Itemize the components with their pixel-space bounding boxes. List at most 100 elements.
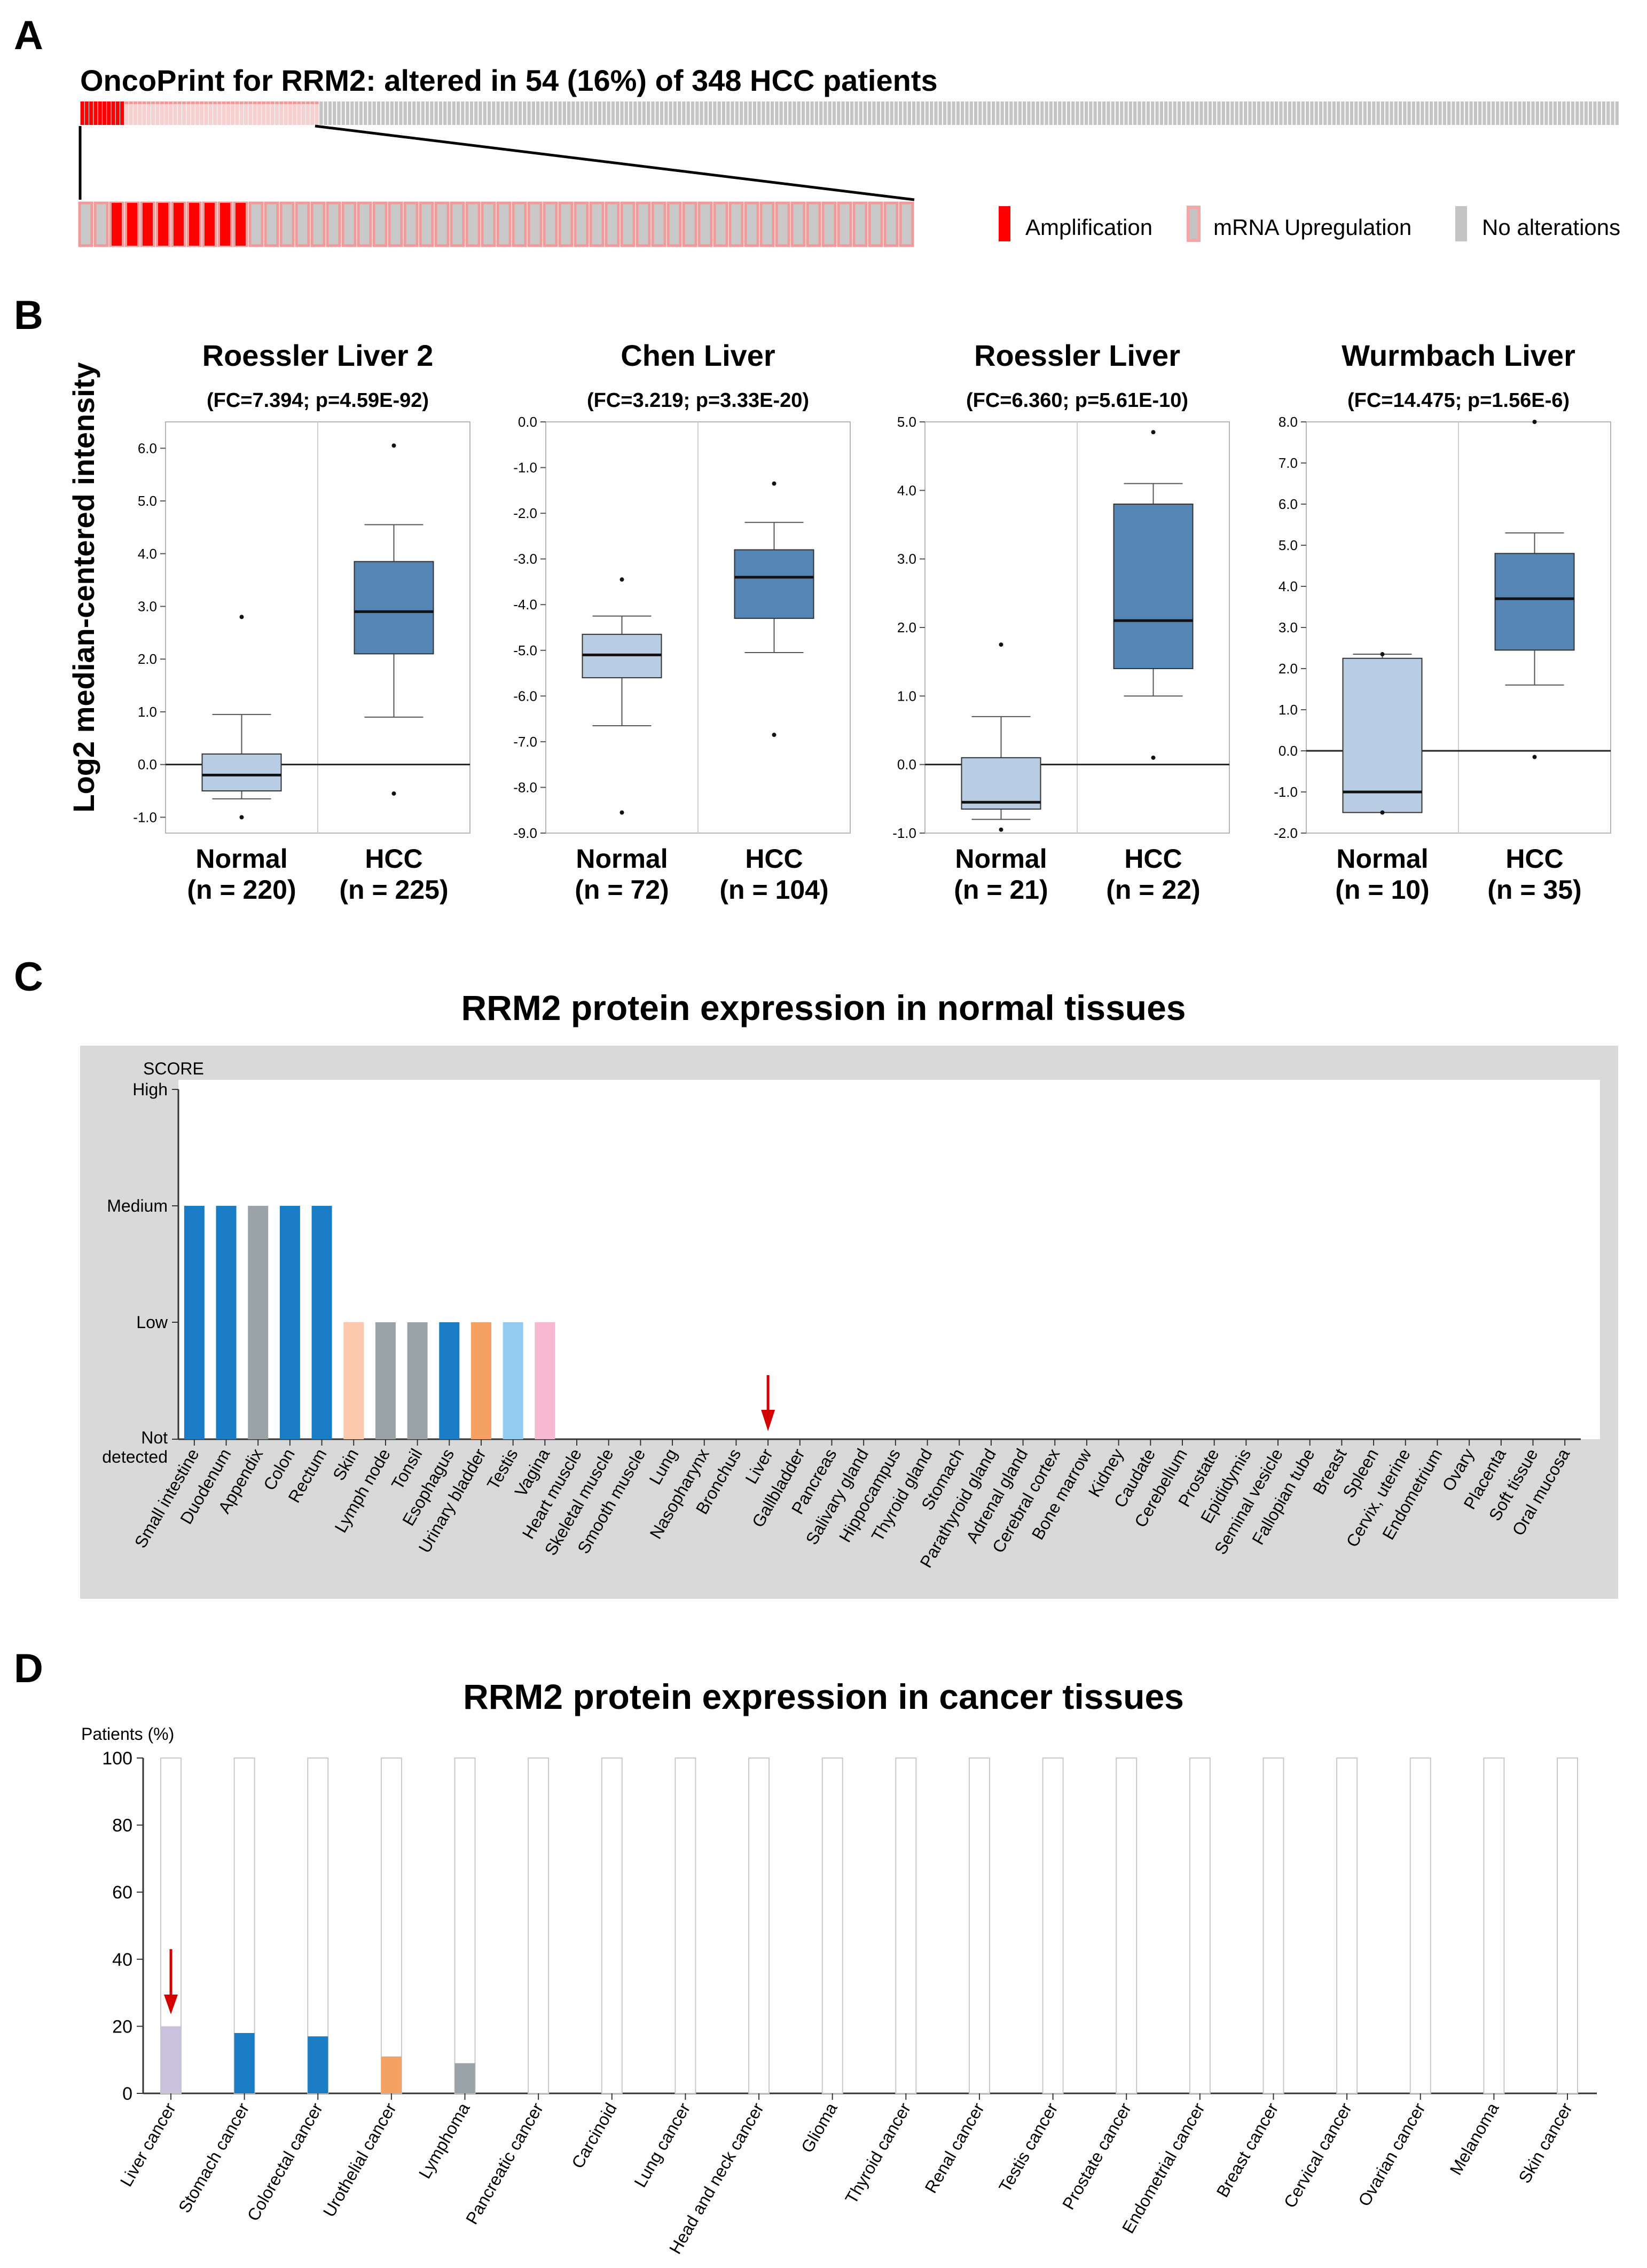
oncoprint-sample-unaltered bbox=[854, 101, 858, 125]
oncoprint-sample-unaltered bbox=[832, 101, 836, 125]
oncoprint-sample-unaltered bbox=[1456, 101, 1460, 125]
oncoprint-sample-upregulated bbox=[235, 101, 239, 125]
oncoprint-sample-unaltered bbox=[1452, 101, 1455, 125]
oncoprint-zoom-sample bbox=[852, 201, 868, 247]
bar-stomach-cancer bbox=[234, 2032, 255, 2093]
category-label: Breast cancer bbox=[1213, 2099, 1282, 2200]
score-level-label: detected bbox=[102, 1447, 168, 1466]
oncoprint-sample-unaltered bbox=[1292, 101, 1296, 125]
boxplot-4: Wurmbach Liver (FC=14.475; p=1.56E-6) -2.0… bbox=[1274, 339, 1611, 905]
oncoprint-sample-amplified bbox=[111, 101, 115, 125]
boxplot-subtitle: (FC=3.219; p=3.33E-20) bbox=[587, 389, 809, 412]
oncoprint-zoom-track bbox=[78, 201, 914, 247]
oncoprint-sample-unaltered bbox=[1535, 101, 1539, 125]
oncoprint-sample-unaltered bbox=[642, 101, 646, 125]
oncoprint-sample-upregulated bbox=[155, 101, 160, 125]
oncoprint-sample-upregulated bbox=[315, 101, 319, 125]
outlier-point bbox=[619, 577, 624, 582]
oncoprint-sample-unaltered bbox=[554, 101, 558, 125]
oncoprint-sample-unaltered bbox=[1009, 101, 1013, 125]
oncoprint-sample-unaltered bbox=[1566, 101, 1570, 125]
panel-d-letter: D bbox=[14, 1646, 43, 1691]
oncoprint-sample-unaltered bbox=[824, 101, 827, 125]
y-tick-label: 0.0 bbox=[138, 757, 157, 773]
oncoprint-sample-upregulated-edge bbox=[253, 101, 257, 104]
oncoprint-sample-unaltered bbox=[421, 101, 425, 125]
oncoprint-sample-unaltered bbox=[324, 101, 327, 125]
oncoprint-sample-unaltered bbox=[328, 101, 332, 125]
boxplot-subtitle: (FC=7.394; p=4.59E-92) bbox=[207, 389, 429, 412]
oncoprint-sample-unaltered bbox=[386, 101, 389, 125]
oncoprint-sample-upregulated bbox=[310, 101, 315, 125]
oncoprint-sample-unaltered bbox=[1385, 101, 1389, 125]
oncoprint-sample-unaltered bbox=[1142, 101, 1146, 125]
oncoprint-sample-unaltered bbox=[443, 101, 447, 125]
oncoprint-sample-unaltered bbox=[1460, 101, 1464, 125]
oncoprint-sample-upregulated-edge bbox=[248, 101, 253, 104]
oncoprint-sample-unaltered bbox=[1469, 101, 1473, 125]
oncoprint-sample-upregulated-edge bbox=[133, 101, 138, 104]
oncoprint-sample-upregulated bbox=[231, 101, 235, 125]
outlier-point bbox=[999, 642, 1003, 647]
category-label: Stomach cancer bbox=[175, 2099, 253, 2216]
oncoprint-zoom-sample bbox=[496, 201, 512, 247]
oncoprint-sample-upregulated bbox=[151, 101, 155, 125]
oncoprint-sample-unaltered bbox=[1350, 101, 1354, 125]
oncoprint-sample-unaltered bbox=[876, 101, 880, 125]
category-label: Testis cancer bbox=[995, 2099, 1062, 2195]
oncoprint-sample-unaltered bbox=[1473, 101, 1477, 125]
oncoprint-sample-unaltered bbox=[1580, 101, 1583, 125]
oncoprint-sample-unaltered bbox=[721, 101, 726, 125]
y-tick-label: -5.0 bbox=[513, 642, 537, 658]
oncoprint-sample-unaltered bbox=[346, 101, 350, 125]
y-tick-label: 7.0 bbox=[1279, 455, 1298, 471]
oncoprint-sample-unaltered bbox=[731, 101, 734, 125]
y-tick-label: 0.0 bbox=[897, 757, 916, 773]
oncoprint-sample-unaltered bbox=[1611, 101, 1614, 125]
oncoprint-sample-upregulated-edge bbox=[169, 101, 173, 104]
oncoprint-sample-unaltered bbox=[638, 101, 641, 125]
oncoprint-sample-unaltered bbox=[925, 101, 929, 125]
oncoprint-sample-unaltered bbox=[903, 101, 907, 125]
oncoprint-sample-unaltered bbox=[589, 101, 593, 125]
oncoprint-sample-upregulated-edge bbox=[195, 101, 200, 104]
oncoprint-sample-unaltered bbox=[1381, 101, 1385, 125]
oncoprint-sample-unaltered bbox=[394, 101, 398, 125]
oncoprint-sample-unaltered bbox=[633, 101, 637, 125]
boxplot-2: Chen Liver (FC=3.219; p=3.33E-20) -9.0 -8.0… bbox=[513, 339, 851, 905]
oncoprint-sample-unaltered bbox=[1306, 101, 1309, 125]
oncoprint-sample-unaltered bbox=[894, 101, 898, 125]
oncoprint-sample-upregulated-edge bbox=[204, 101, 208, 104]
category-label: Thyroid cancer bbox=[841, 2099, 914, 2207]
oncoprint-sample-upregulated-edge bbox=[235, 101, 239, 104]
oncoprint-sample-unaltered bbox=[845, 101, 849, 125]
oncoprint-zoom-sample bbox=[666, 201, 682, 247]
oncoprint-sample-upregulated-edge bbox=[142, 101, 146, 104]
score-level-label: Low bbox=[136, 1313, 168, 1332]
oncoprint-sample-unaltered bbox=[969, 101, 973, 125]
oncoprint-sample-unaltered bbox=[1421, 101, 1424, 125]
oncoprint-sample-unaltered bbox=[814, 101, 819, 125]
oncoprint-sample-unaltered bbox=[381, 101, 385, 125]
y-tick-label: 5.0 bbox=[897, 414, 916, 430]
oncoprint-sample-unaltered bbox=[1115, 101, 1119, 125]
oncoprint-sample-upregulated bbox=[226, 101, 231, 125]
oncoprint-sample-unaltered bbox=[496, 101, 500, 125]
oncoprint-sample-unaltered bbox=[1301, 101, 1305, 125]
panel-c-letter: C bbox=[14, 954, 43, 1000]
cancer-tissue-chart: Patients (%) 0 20 40 60 80 100 Liver cancerStom… bbox=[81, 1724, 1597, 2257]
oncoprint-sample-upregulated-edge bbox=[231, 101, 235, 104]
oncoprint-sample-unaltered bbox=[952, 101, 955, 125]
oncoprint-sample-unaltered bbox=[1562, 101, 1566, 125]
oncoprint-sample-upregulated bbox=[200, 101, 204, 125]
bar-tonsil bbox=[407, 1322, 428, 1439]
oncoprint-sample-unaltered bbox=[1332, 101, 1336, 125]
oncoprint-sample-unaltered bbox=[1257, 101, 1261, 125]
oncoprint-sample-unaltered bbox=[775, 101, 779, 125]
oncoprint-sample-unaltered bbox=[1071, 101, 1075, 125]
oncoprint-sample-unaltered bbox=[1151, 101, 1155, 125]
oncoprint-sample-unaltered bbox=[1279, 101, 1283, 125]
oncoprint-sample-unaltered bbox=[514, 101, 517, 125]
oncoprint-sample-unaltered bbox=[1283, 101, 1287, 125]
oncoprint-sample-upregulated bbox=[239, 101, 244, 125]
